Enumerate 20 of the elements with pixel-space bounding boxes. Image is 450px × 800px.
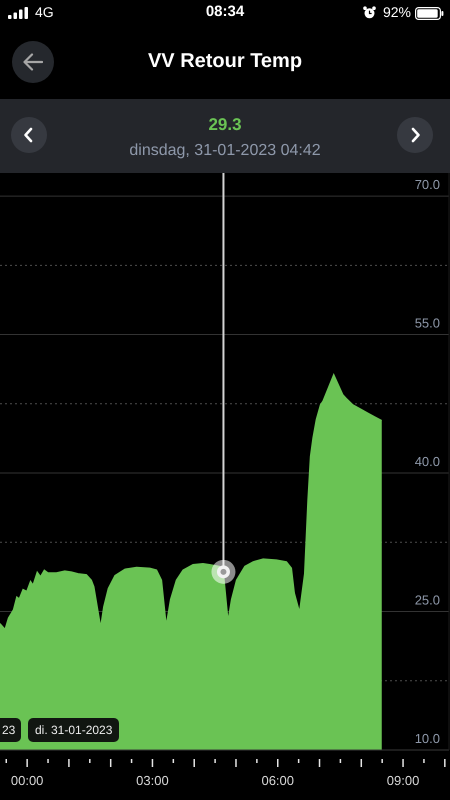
y-tick-label: 25.0 [414,592,440,608]
next-button[interactable] [397,117,433,153]
x-tick-label: 00:00 [10,773,44,788]
x-tick-label: 03:00 [136,773,169,788]
y-tick-label: 40.0 [414,454,440,470]
annotation: di. 31-01-2023 [35,723,112,737]
chart-subtitle: dinsdag, 31-01-2023 04:42 [129,142,321,159]
text: 92% [382,4,411,20]
y-tick-label: 55.0 [414,316,440,331]
y-tick-label: 70.0 [414,177,440,192]
annotation: 23 [2,723,16,737]
back-button[interactable] [12,41,54,83]
chart-title: VV Retour Temp [148,50,302,72]
x-tick-label: 09:00 [386,773,420,788]
text: 4G [35,4,54,20]
y-tick-label: 10.0 [414,731,440,746]
text: 08:34 [206,3,244,20]
previous-button[interactable] [11,117,47,153]
text: 29.3 [208,115,242,134]
x-tick-label: 06:00 [261,773,294,788]
